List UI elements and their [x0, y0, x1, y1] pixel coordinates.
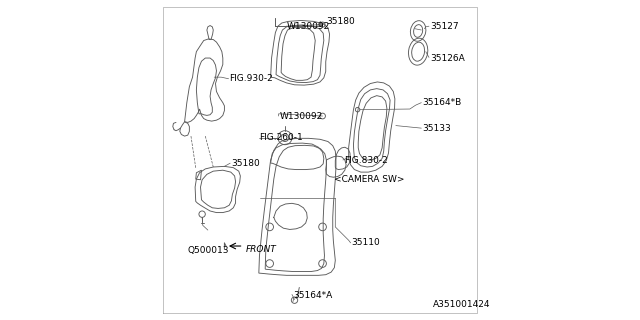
Text: A351001424: A351001424 [433, 300, 491, 308]
Text: 35133: 35133 [422, 124, 451, 132]
Text: FRONT: FRONT [246, 245, 276, 254]
Text: FIG.930-2: FIG.930-2 [229, 74, 273, 83]
Text: FIG.260-1: FIG.260-1 [259, 133, 303, 142]
Text: W130092: W130092 [279, 113, 323, 122]
Text: 35180: 35180 [231, 159, 260, 168]
Text: 35164*A: 35164*A [293, 291, 332, 300]
Text: <CAMERA SW>: <CAMERA SW> [334, 175, 405, 184]
Text: 35110: 35110 [351, 238, 380, 247]
Text: 35164*B: 35164*B [422, 98, 461, 107]
Text: 35180: 35180 [326, 17, 355, 26]
Text: Q500013: Q500013 [188, 246, 229, 255]
Text: FIG.830-2: FIG.830-2 [344, 156, 388, 164]
Text: 35127: 35127 [430, 22, 458, 31]
Text: 35126A: 35126A [430, 53, 465, 62]
Text: W130092: W130092 [287, 22, 330, 31]
